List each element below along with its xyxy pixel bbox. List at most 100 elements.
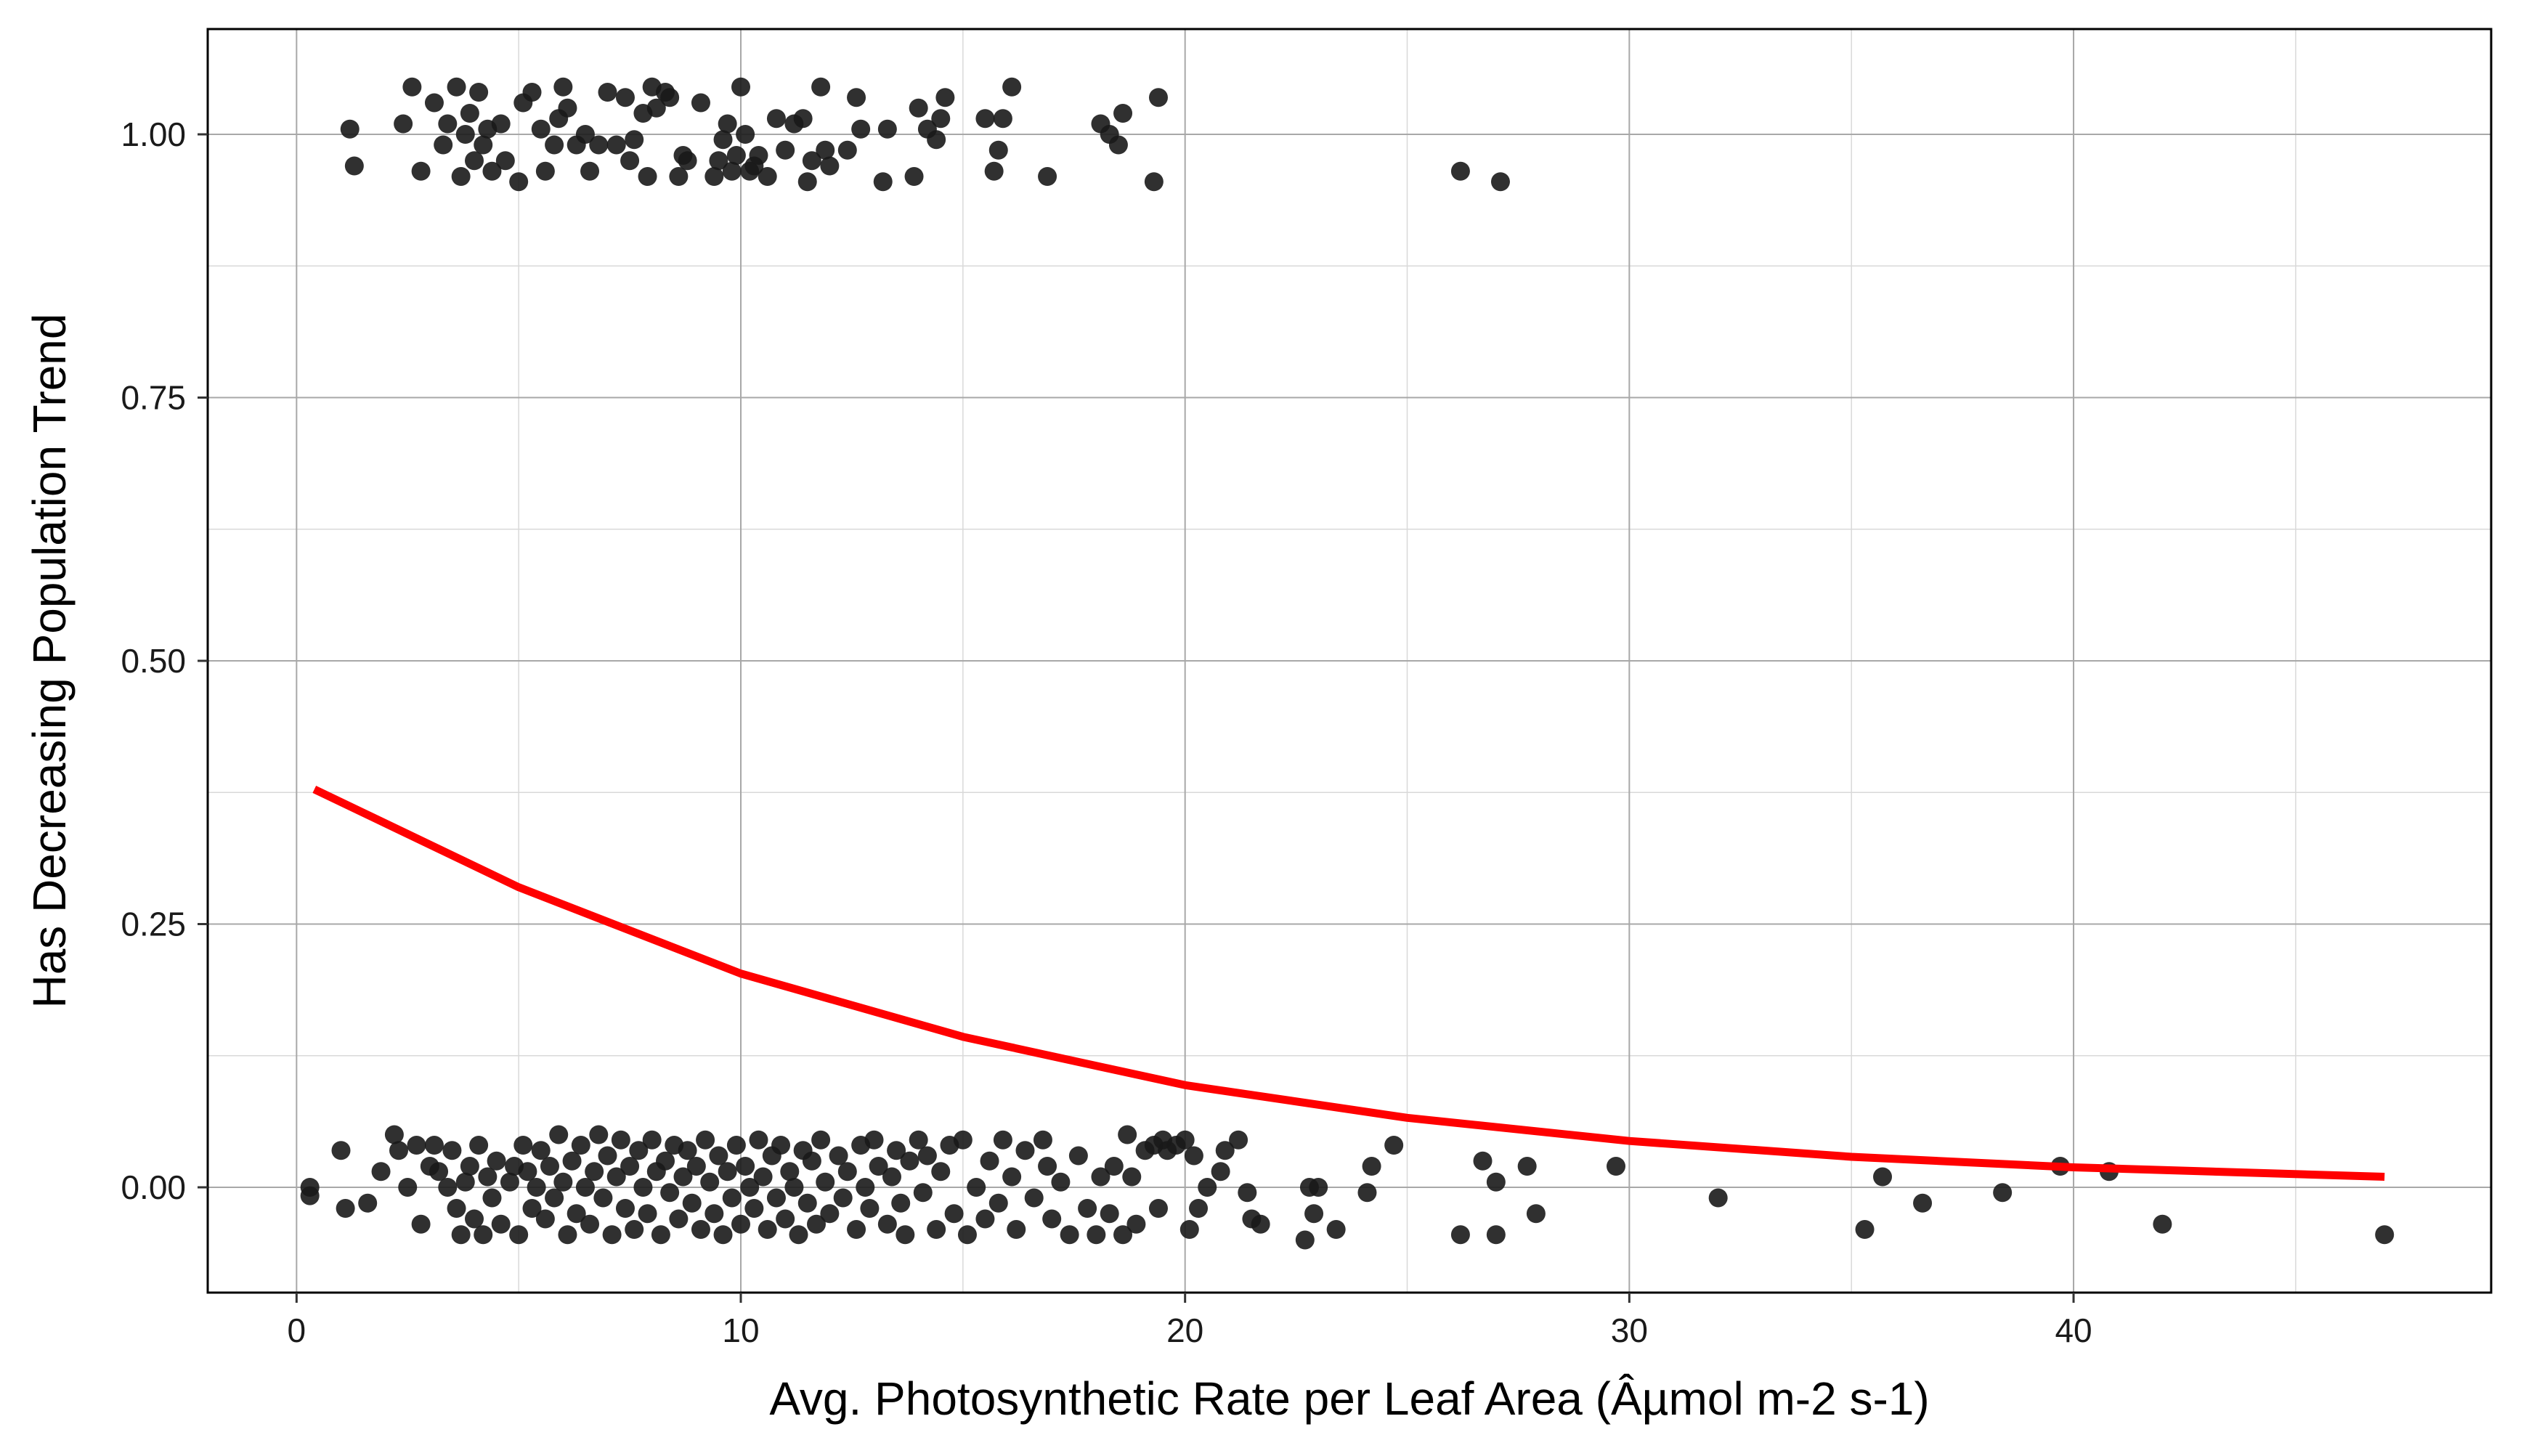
data-point bbox=[469, 1136, 489, 1155]
data-point bbox=[460, 104, 479, 123]
data-point bbox=[407, 1136, 426, 1155]
data-point bbox=[909, 1130, 928, 1150]
data-point bbox=[424, 1136, 444, 1155]
data-point bbox=[1051, 1172, 1071, 1192]
data-point bbox=[975, 1209, 995, 1229]
data-point bbox=[518, 1162, 537, 1182]
data-point bbox=[1148, 88, 1168, 107]
data-point bbox=[682, 1193, 702, 1213]
data-point bbox=[967, 1178, 986, 1197]
data-point bbox=[611, 1130, 630, 1150]
data-point bbox=[753, 1167, 773, 1187]
x-axis-title: Avg. Photosynthetic Rate per Leaf Area (… bbox=[769, 1372, 1929, 1425]
data-point bbox=[935, 88, 955, 107]
data-point bbox=[438, 1178, 458, 1197]
data-point bbox=[678, 1141, 697, 1160]
data-point bbox=[1038, 1157, 1057, 1176]
data-point bbox=[1993, 1183, 2013, 1203]
data-point bbox=[580, 1214, 600, 1234]
data-point bbox=[606, 1167, 626, 1187]
data-point bbox=[802, 1151, 821, 1171]
data-point bbox=[1326, 1220, 1346, 1239]
data-point bbox=[988, 1193, 1008, 1213]
data-point bbox=[993, 1130, 1012, 1150]
data-point bbox=[784, 1178, 804, 1197]
y-tick-label: 0.75 bbox=[121, 379, 186, 417]
data-point bbox=[442, 1141, 462, 1160]
data-point bbox=[620, 1157, 640, 1176]
data-point bbox=[638, 167, 657, 186]
data-point bbox=[789, 1225, 808, 1245]
data-point bbox=[758, 1220, 777, 1239]
data-point bbox=[722, 1188, 742, 1208]
data-point bbox=[1007, 1220, 1026, 1239]
data-point bbox=[691, 1220, 710, 1239]
data-point bbox=[487, 1151, 506, 1171]
data-point bbox=[469, 83, 489, 102]
data-point bbox=[669, 167, 689, 186]
x-tick-label: 10 bbox=[722, 1311, 759, 1349]
data-point bbox=[549, 1125, 569, 1144]
data-point bbox=[847, 1220, 866, 1239]
data-point bbox=[646, 98, 666, 118]
data-point bbox=[771, 1136, 791, 1155]
data-point bbox=[500, 1172, 519, 1192]
data-point bbox=[1024, 1188, 1044, 1208]
data-point bbox=[851, 119, 871, 139]
data-point bbox=[1486, 1225, 1506, 1245]
data-point bbox=[447, 1199, 466, 1218]
data-point bbox=[1113, 1225, 1133, 1245]
data-point bbox=[713, 1225, 733, 1245]
data-point bbox=[931, 1162, 951, 1182]
data-point bbox=[651, 1225, 670, 1245]
data-point bbox=[1526, 1204, 1546, 1224]
data-point bbox=[847, 88, 866, 107]
data-point bbox=[540, 1157, 559, 1176]
data-point bbox=[718, 114, 737, 134]
data-point bbox=[758, 167, 777, 186]
data-point bbox=[856, 1178, 875, 1197]
y-tick-label: 0.00 bbox=[121, 1168, 186, 1206]
data-point bbox=[749, 1130, 768, 1150]
data-point bbox=[837, 140, 857, 160]
data-point bbox=[744, 1199, 764, 1218]
data-point bbox=[873, 172, 893, 192]
data-point bbox=[1060, 1225, 1079, 1245]
data-point bbox=[749, 146, 768, 165]
data-point bbox=[402, 77, 422, 97]
data-point bbox=[904, 167, 924, 186]
data-point bbox=[531, 119, 551, 139]
data-point bbox=[1486, 1172, 1506, 1192]
data-point bbox=[820, 156, 840, 176]
data-point bbox=[909, 98, 928, 118]
data-point bbox=[678, 151, 697, 171]
data-point bbox=[482, 1188, 502, 1208]
data-point bbox=[1873, 1167, 1893, 1187]
data-point bbox=[736, 125, 755, 144]
data-point bbox=[438, 114, 458, 134]
data-point bbox=[957, 1225, 977, 1245]
data-point bbox=[553, 1172, 573, 1192]
data-point bbox=[336, 1199, 355, 1218]
data-point bbox=[988, 140, 1008, 160]
data-point bbox=[571, 1136, 590, 1155]
data-point bbox=[1179, 1220, 1199, 1239]
data-point bbox=[816, 1172, 835, 1192]
data-point bbox=[389, 1141, 409, 1160]
data-point bbox=[558, 98, 577, 118]
data-point bbox=[331, 1141, 351, 1160]
data-point bbox=[598, 1146, 617, 1166]
data-point bbox=[593, 1188, 613, 1208]
data-point bbox=[913, 1183, 933, 1203]
data-point bbox=[509, 1225, 529, 1245]
y-tick-label: 0.25 bbox=[121, 906, 186, 943]
data-point bbox=[776, 1209, 795, 1229]
data-point bbox=[713, 130, 733, 150]
data-point bbox=[1144, 172, 1164, 192]
data-point bbox=[740, 1178, 760, 1197]
data-point bbox=[411, 1214, 431, 1234]
data-point bbox=[1015, 1141, 1035, 1160]
data-point bbox=[1450, 1225, 1470, 1245]
